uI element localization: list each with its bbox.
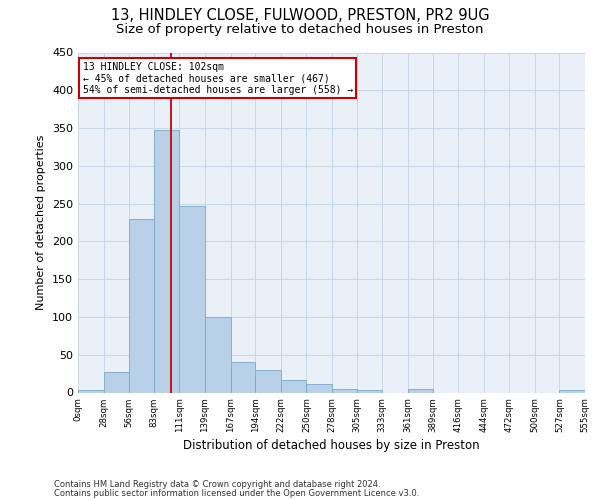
Text: 13 HINDLEY CLOSE: 102sqm
← 45% of detached houses are smaller (467)
54% of semi-: 13 HINDLEY CLOSE: 102sqm ← 45% of detach…: [83, 62, 353, 95]
Text: Size of property relative to detached houses in Preston: Size of property relative to detached ho…: [116, 22, 484, 36]
Text: Contains public sector information licensed under the Open Government Licence v3: Contains public sector information licen…: [54, 488, 419, 498]
Bar: [281, 380, 307, 392]
Y-axis label: Number of detached properties: Number of detached properties: [37, 135, 46, 310]
Bar: [559, 390, 585, 392]
Bar: [356, 390, 382, 392]
Bar: [205, 317, 230, 392]
Bar: [154, 130, 179, 392]
Bar: [129, 220, 154, 392]
Bar: [255, 370, 281, 392]
Bar: [332, 390, 356, 392]
Text: 13, HINDLEY CLOSE, FULWOOD, PRESTON, PR2 9UG: 13, HINDLEY CLOSE, FULWOOD, PRESTON, PR2…: [110, 8, 490, 22]
Bar: [230, 362, 255, 392]
Text: Contains HM Land Registry data © Crown copyright and database right 2024.: Contains HM Land Registry data © Crown c…: [54, 480, 380, 489]
Bar: [104, 372, 129, 392]
X-axis label: Distribution of detached houses by size in Preston: Distribution of detached houses by size …: [183, 439, 480, 452]
Bar: [179, 206, 205, 392]
Bar: [307, 384, 332, 392]
Bar: [78, 390, 104, 392]
Bar: [408, 390, 433, 392]
